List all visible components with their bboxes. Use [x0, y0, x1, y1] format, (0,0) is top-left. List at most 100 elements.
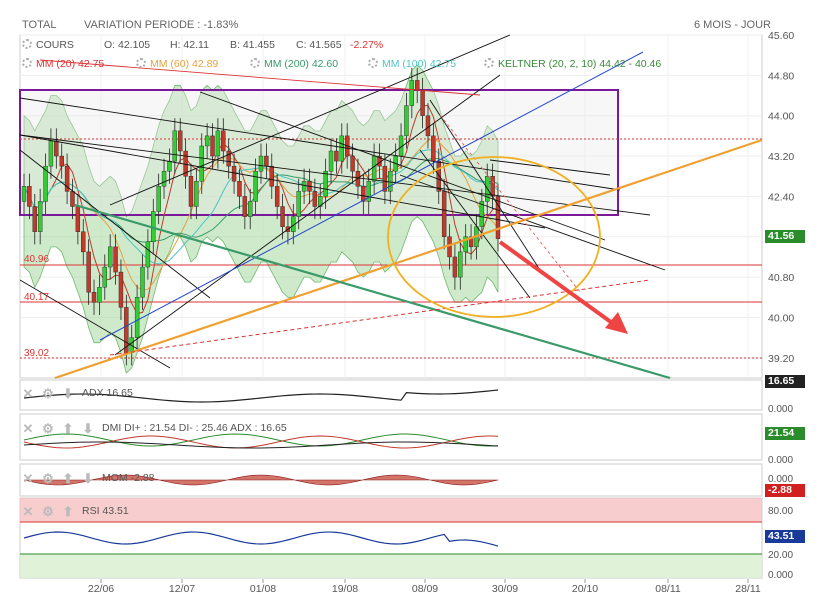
- orange-trendline: [54, 138, 763, 380]
- gear-icon[interactable]: ⚙: [42, 421, 54, 436]
- red-arrow-head: [605, 312, 628, 334]
- trendline: [19, 134, 651, 216]
- candle-body: [86, 251, 91, 293]
- candle-body: [43, 165, 48, 202]
- x-tick-label: 19/08: [332, 583, 358, 595]
- mom-panel-header: ✕ ⚙ ⬆ ⬇ MOM -2.88: [22, 472, 155, 485]
- gear-icon[interactable]: [136, 58, 146, 68]
- candle-body: [258, 155, 264, 172]
- candle-body: [167, 160, 172, 172]
- candle-body: [431, 135, 436, 162]
- y-tick-label: 45.60: [768, 30, 794, 42]
- candle-body: [21, 186, 27, 202]
- legend-keltner[interactable]: KELTNER (20, 2, 10) 44.42 - 40.46: [484, 58, 661, 70]
- y-tick-label: 39.20: [768, 353, 794, 365]
- gear-icon[interactable]: ⚙: [42, 471, 54, 486]
- red-arrow-shaft: [498, 240, 617, 327]
- candle-body: [134, 297, 140, 338]
- candle-body: [323, 170, 328, 197]
- legend-high: H: 42.11: [170, 39, 209, 51]
- candle-body: [334, 150, 339, 162]
- trendline: [109, 34, 511, 206]
- candle-body: [274, 186, 280, 207]
- current-price-box: 41.56: [765, 230, 805, 243]
- level-label-r3: 39.02: [24, 348, 50, 359]
- candle-body: [452, 256, 458, 278]
- legend-mm200[interactable]: MM (200) 42.60: [250, 58, 338, 70]
- gear-icon[interactable]: [22, 39, 32, 49]
- dmi-panel: [19, 413, 763, 461]
- x-tick-label: 12/07: [169, 583, 195, 595]
- arrow-down-icon[interactable]: ⬇: [82, 471, 94, 486]
- close-icon[interactable]: ✕: [22, 386, 34, 401]
- candle-body: [48, 140, 54, 167]
- dmi-minus-line: [23, 435, 499, 449]
- candle-body: [328, 150, 334, 172]
- period-label[interactable]: 6 MOIS - JOUR: [694, 19, 772, 31]
- close-icon[interactable]: ✕: [22, 471, 34, 486]
- blue-trendline: [99, 51, 644, 341]
- candle-body: [463, 236, 468, 253]
- candle-body: [70, 191, 75, 207]
- candle-body: [269, 165, 274, 187]
- x-tick-label: 20/10: [572, 583, 598, 595]
- symbol-name: TOTAL: [22, 19, 57, 31]
- candle-body: [361, 186, 366, 202]
- close-icon[interactable]: ✕: [22, 504, 34, 519]
- trendline: [39, 59, 481, 96]
- gear-icon[interactable]: [22, 58, 32, 68]
- adx-panel: [19, 379, 763, 411]
- yellow-circle: [387, 156, 601, 318]
- gear-icon[interactable]: [368, 58, 378, 68]
- candle-body: [318, 196, 323, 207]
- candle-body: [242, 196, 248, 217]
- candle-body: [382, 165, 388, 192]
- y-tick-label: 44.80: [768, 70, 794, 82]
- arrow-down-icon[interactable]: ⬇: [62, 386, 74, 401]
- candle-body: [264, 155, 269, 167]
- candle-body: [248, 201, 253, 217]
- dmi-panel-header: ✕ ⚙ ⬆ ⬇ DMI DI+ : 21.54 DI- : 25.46 ADX : 16…: [22, 422, 287, 435]
- candle-body: [64, 165, 70, 192]
- candle-body: [436, 160, 441, 192]
- trendline: [19, 149, 211, 299]
- candle-body: [97, 287, 102, 303]
- gear-icon[interactable]: ⚙: [42, 386, 54, 401]
- candle-body: [215, 130, 221, 157]
- arrow-up-icon[interactable]: ⬆: [62, 504, 74, 519]
- close-icon[interactable]: ✕: [22, 421, 34, 436]
- legend-low: B: 41.455: [230, 39, 275, 51]
- legend-mm20[interactable]: MM (20) 42.75: [22, 58, 104, 70]
- trendline: [19, 134, 546, 229]
- candle-body: [350, 155, 355, 172]
- arrow-up-icon[interactable]: ⬆: [62, 471, 74, 486]
- candle-body: [221, 130, 226, 152]
- candle-body: [178, 130, 183, 152]
- legend-mm100[interactable]: MM (100) 42.75: [368, 58, 456, 70]
- arrow-up-icon[interactable]: ⬆: [62, 421, 74, 436]
- candle-body: [118, 271, 124, 308]
- candle-body: [458, 251, 463, 278]
- candle-body: [237, 181, 242, 197]
- legend-cours[interactable]: COURS: [22, 39, 74, 51]
- gear-icon[interactable]: [484, 58, 494, 68]
- gear-icon[interactable]: ⚙: [42, 504, 54, 519]
- rsi-axis-20: 20.00: [768, 550, 794, 561]
- x-tick-label: 08/09: [412, 583, 438, 595]
- dmi-label: DMI DI+ : 21.54 DI- : 25.46 ADX : 16.65: [102, 422, 287, 434]
- variation-periode: VARIATION PERIODE : -1.83%: [84, 19, 239, 31]
- trendline: [429, 99, 541, 271]
- red-dashed-trendline-2: [439, 114, 581, 293]
- rsi-panel-header: ✕ ⚙ ⬆ RSI 43.51: [22, 505, 129, 518]
- x-tick-label: 22/06: [88, 583, 114, 595]
- legend-mm60[interactable]: MM (60) 42.89: [136, 58, 218, 70]
- level-label-r2: 40.17: [24, 292, 50, 303]
- rsi-oversold-zone: [20, 554, 762, 578]
- x-tick-label: 28/11: [735, 583, 761, 595]
- arrow-down-icon[interactable]: ⬇: [82, 421, 94, 436]
- legend-open: O: 42.105: [104, 39, 151, 51]
- gear-icon[interactable]: [250, 58, 260, 68]
- candle-body: [113, 246, 118, 273]
